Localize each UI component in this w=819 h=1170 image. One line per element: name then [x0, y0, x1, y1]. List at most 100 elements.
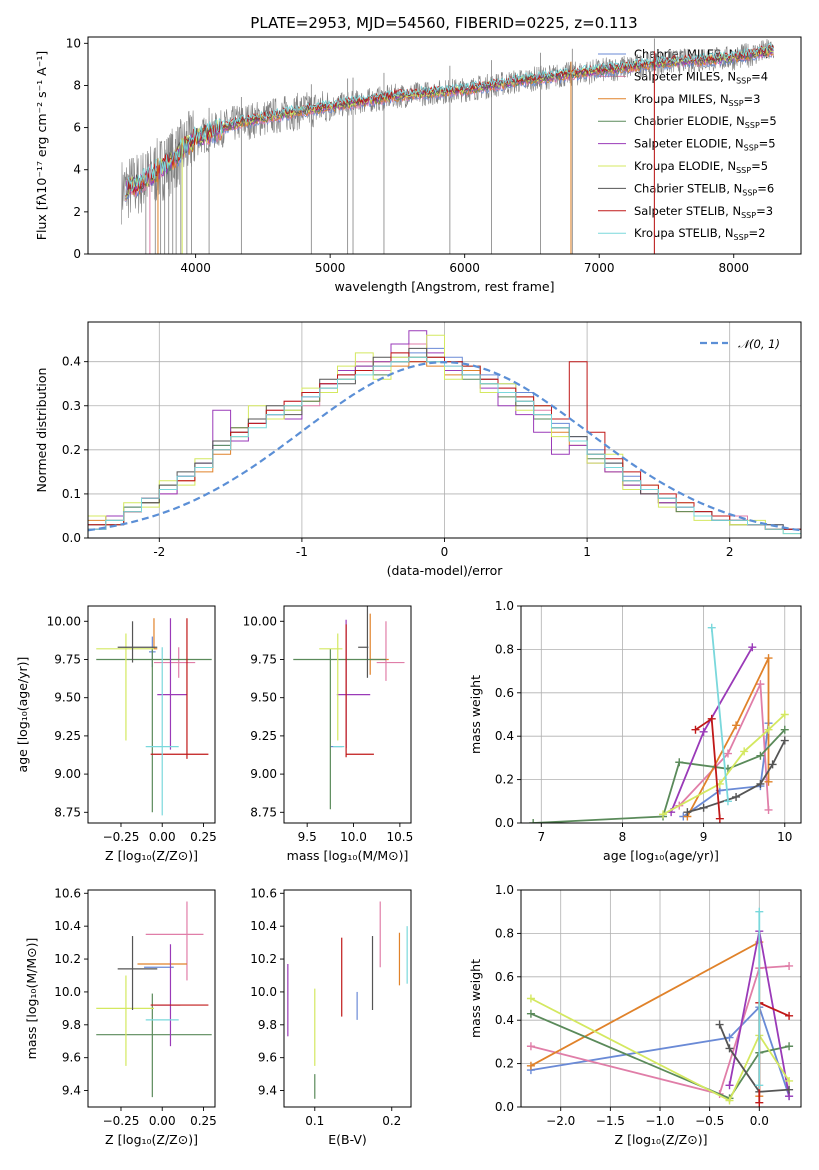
weight-marker-chabrier_stelib [785, 1085, 794, 1094]
weight-marker-kroupa_elodie [659, 810, 668, 819]
x-tick-label: 10.5 [387, 830, 414, 844]
x-tick-label: 1 [583, 545, 591, 559]
y-axis-label: mass weight [468, 675, 483, 754]
model-spectrum-kroupa_stelib [125, 42, 774, 196]
x-tick-label: 0.2 [382, 1114, 401, 1128]
y-tick-label: 10.2 [250, 952, 277, 966]
x-tick-label: −1.0 [645, 1114, 674, 1128]
weight-marker-chabrier_stelib [780, 736, 789, 745]
x-tick-label: 0.00 [149, 830, 176, 844]
legend-label-text: Kroupa MILES, N [634, 92, 729, 106]
y-tick-label: 9.4 [258, 1084, 277, 1098]
legend-label-kroupa_stelib: Kroupa STELIB, NSSP=2 [634, 226, 765, 242]
weight-marker-salpeter_stelib [691, 725, 700, 734]
legend-label-sub: SSP [729, 99, 744, 108]
weight-marker-salpeter_stelib [785, 1011, 794, 1020]
plot-area-mass_vs_Z [96, 901, 212, 1098]
y-tick-label: 9.6 [258, 1051, 277, 1065]
x-axis-label: Z [log₁₀(Z/Z⊙)] [105, 1132, 198, 1147]
weight-marker-kroupa_elodie [764, 725, 773, 734]
y-tick-label: 0.0 [62, 531, 81, 545]
legend-normal: 𝒩(0, 1) [700, 337, 780, 351]
y-axis-label: Flux [fλ10⁻¹⁷ erg cm⁻² s⁻¹ A⁻¹] [34, 51, 49, 240]
x-tick-label: −2.0 [546, 1114, 575, 1128]
y-tick-label: 8 [73, 78, 81, 92]
errorbar-kroupa_miles [153, 618, 158, 650]
y-tick-label: 10.2 [54, 952, 81, 966]
errorbar-chabrier_stelib [117, 621, 158, 663]
weight-marker-chabrier_elodie [785, 1042, 794, 1051]
legend-label-sub: SSP [736, 166, 751, 175]
y-tick-label: 0.6 [495, 686, 514, 700]
y-tick-label: 10 [66, 36, 81, 50]
y-tick-label: 9.00 [54, 767, 81, 781]
y-tick-label: 9.75 [250, 652, 277, 666]
y-tick-label: 0.4 [62, 355, 81, 369]
legend-label-tail: =2 [749, 226, 766, 240]
legend-label-tail: =5 [760, 114, 777, 128]
x-tick-label: 7 [537, 830, 545, 844]
errorbar-salpeter_miles [153, 647, 196, 678]
errorbar-chabrier_elodie [293, 648, 386, 810]
y-tick-label: 0.3 [62, 399, 81, 413]
legend-label-salpeter_miles: Salpeter MILES, NSSP=4 [634, 69, 768, 85]
weight-marker-kroupa_stelib [707, 623, 716, 632]
legend-label-text: Kroupa STELIB, N [634, 226, 734, 240]
x-tick-label: -1 [296, 545, 308, 559]
x-axis-label: Z [log₁₀(Z/Z⊙)] [105, 848, 198, 863]
weight-marker-chabrier_elodie [780, 725, 789, 734]
x-axis-label: E(B-V) [328, 1132, 367, 1147]
weight-marker-kroupa_elodie [780, 710, 789, 719]
weight-line-kroupa_miles [686, 657, 770, 817]
panel-mass_vs_Z: −0.25 0.00 0.25 9.4 9.6 9.8 10.0 10.2 10.4 10.6 Z … [54, 886, 217, 1147]
legend-label-text: Salpeter MILES, N [634, 69, 736, 83]
y-tick-label: 1.0 [495, 599, 514, 613]
x-tick-label: 0.0 [750, 1114, 769, 1128]
panel-residuals: -2 -1 0 1 2 0.0 0.1 0.2 0.3 0.4 (data-model)/error [62, 321, 802, 578]
errorbar-kroupa_elodie [96, 633, 154, 741]
legend-label-text: Chabrier STELIB, N [634, 181, 742, 195]
weight-line-chabrier_stelib [718, 1024, 790, 1093]
legend-label-text: Chabrier ELODIE, N [634, 114, 745, 128]
y-tick-label: 0.1 [62, 487, 81, 501]
weight-marker-salpeter_elodie [725, 1081, 734, 1090]
y-tick-label: 0.0 [495, 1100, 514, 1114]
y-tick-label: 9.75 [54, 652, 81, 666]
legend-label-chabrier_stelib: Chabrier STELIB, NSSP=6 [634, 181, 774, 197]
legend-label-sub: SSP [745, 121, 760, 130]
weight-marker-kroupa_miles [764, 654, 773, 663]
plot-area-weight_vs_Z [526, 907, 794, 1107]
weight-marker-salpeter_miles [526, 1042, 535, 1051]
y-tick-label: 8.75 [250, 805, 277, 819]
panel-age_vs_mass: 9.5 10.0 10.5 8.75 9.00 9.25 9.50 9.75 10.00 mass… [243, 605, 414, 863]
y-tick-label: 9.50 [250, 691, 277, 705]
y-tick-label: 9.25 [54, 729, 81, 743]
y-tick-label: 9.25 [250, 729, 277, 743]
legend-label-text: Salpeter STELIB, N [634, 204, 741, 218]
legend-label-sub: SSP [742, 188, 757, 197]
weight-marker-kroupa_elodie [526, 994, 535, 1003]
legend-label-tail: =5 [759, 137, 776, 151]
x-axis-label: wavelength [Angstrom, rest frame] [334, 279, 554, 294]
weight-marker-salpeter_stelib [755, 1098, 764, 1107]
plot-area-weight_vs_age [529, 623, 789, 823]
y-tick-label: 0 [73, 247, 81, 261]
weight-marker-kroupa_elodie [785, 1076, 794, 1085]
x-tick-label: 9 [700, 830, 708, 844]
weight-marker-kroupa_stelib [723, 797, 732, 806]
y-tick-label: 0.2 [495, 1057, 514, 1071]
x-tick-label: 4000 [180, 261, 211, 275]
legend-label-salpeter_stelib: Salpeter STELIB, NSSP=3 [634, 204, 773, 220]
weight-marker-salpeter_miles [764, 805, 773, 814]
panel-mass_vs_EBV: 0.1 0.2 9.4 9.6 9.8 10.0 10.2 10.4 10.6 E(B-V) [250, 886, 412, 1147]
panel-age_vs_Z: −0.25 0.00 0.25 8.75 9.00 9.25 9.50 9.75 10.00 Z … [47, 605, 217, 863]
y-tick-label: 0.2 [495, 773, 514, 787]
panel-spectrum: 4000 5000 6000 7000 8000 0 2 4 6 8 10 wavelength [A… [66, 36, 802, 294]
x-tick-label: 10 [777, 830, 792, 844]
y-tick-label: 0.4 [495, 729, 514, 743]
weight-line-kroupa_stelib [710, 627, 729, 802]
weight-marker-chabrier_stelib [715, 1020, 724, 1029]
x-axis-label: age [log₁₀(age/yr)] [603, 848, 719, 863]
weight-marker-salpeter_miles [756, 680, 765, 689]
errorbar-chabrier_elodie [96, 993, 212, 1098]
